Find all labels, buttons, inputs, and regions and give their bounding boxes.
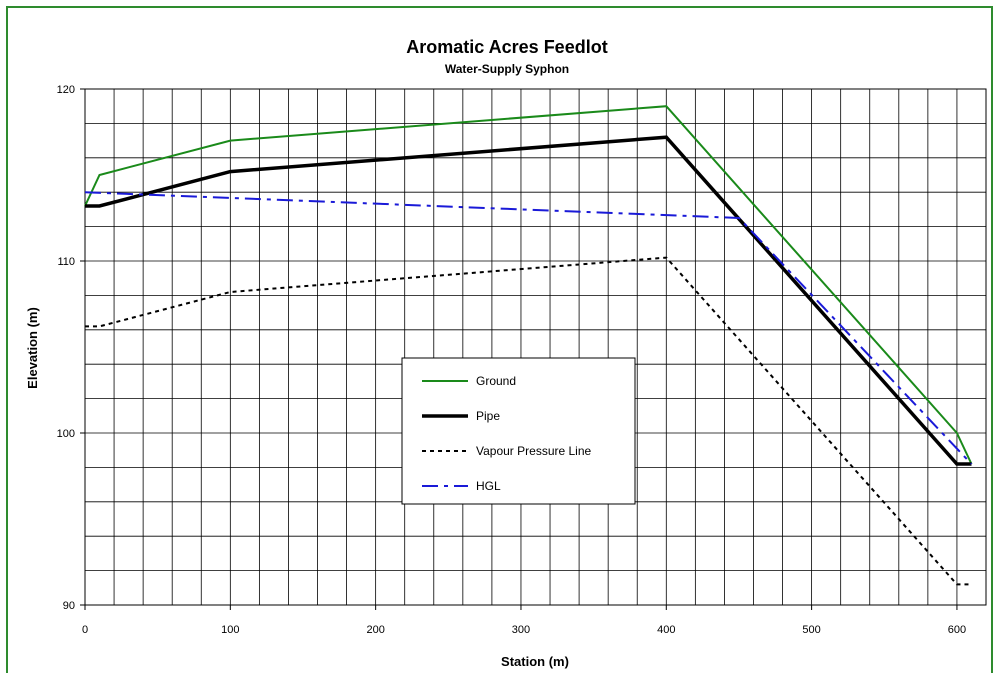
legend-label: Pipe (476, 409, 500, 423)
y-tick-label: 90 (63, 600, 75, 612)
series-line-hgl (84, 191, 973, 465)
series-group (84, 105, 973, 586)
series-line-vapour-pressure-line (85, 256, 972, 586)
legend-label: Ground (476, 374, 516, 388)
y-tick-label: 120 (57, 84, 75, 96)
x-axis-title: Station (m) (501, 654, 569, 669)
legend-label: HGL (476, 479, 501, 493)
chart-subtitle: Water-Supply Syphon (445, 62, 569, 76)
tick-labels: 0 100 200 300 400 500 600 90 100 110 120 (57, 84, 966, 636)
series-line-pipe (85, 135, 972, 466)
chart-title: Aromatic Acres Feedlot (406, 37, 607, 57)
y-axis-title: Elevation (m) (25, 307, 40, 389)
y-tick-label: 110 (57, 256, 75, 268)
chart-frame (6, 6, 993, 673)
y-tick-label: 100 (57, 428, 75, 440)
x-tick-label: 200 (366, 624, 384, 636)
plot-area (84, 88, 987, 606)
x-tick-label: 100 (221, 624, 239, 636)
grid (84, 88, 987, 606)
x-tick-label: 500 (802, 624, 820, 636)
x-tick-label: 400 (657, 624, 675, 636)
legend-box (401, 357, 636, 505)
series-line-ground (84, 105, 973, 465)
x-tick-label: 600 (948, 624, 966, 636)
x-tick-label: 300 (512, 624, 530, 636)
legend: Ground Pipe Vapour Pressure Line HGL (401, 357, 636, 505)
x-tick-label: 0 (82, 624, 88, 636)
legend-label: Vapour Pressure Line (476, 444, 592, 458)
